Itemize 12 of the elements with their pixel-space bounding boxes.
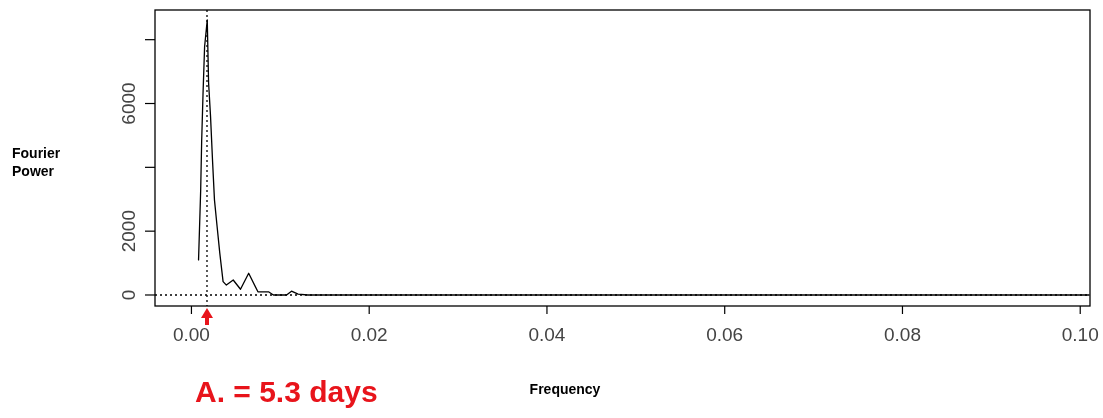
y-tick-label: 2000 <box>118 210 139 253</box>
x-tick-label: 0.00 <box>172 324 210 345</box>
y-tick-label: 6000 <box>118 82 139 125</box>
x-tick-label: 0.04 <box>528 324 566 345</box>
x-axis-title: Frequency <box>529 381 601 397</box>
y-axis-title: Fourier Power <box>12 145 61 179</box>
text: A. = 5.3 days <box>194 375 378 408</box>
x-tick-label: 0.10 <box>1061 324 1099 345</box>
x-tick-label: 0.06 <box>706 324 744 345</box>
x-tick-label: 0.08 <box>883 324 921 345</box>
x-tick-label: 0.02 <box>350 324 388 345</box>
y-tick-label: 0 <box>118 289 139 301</box>
